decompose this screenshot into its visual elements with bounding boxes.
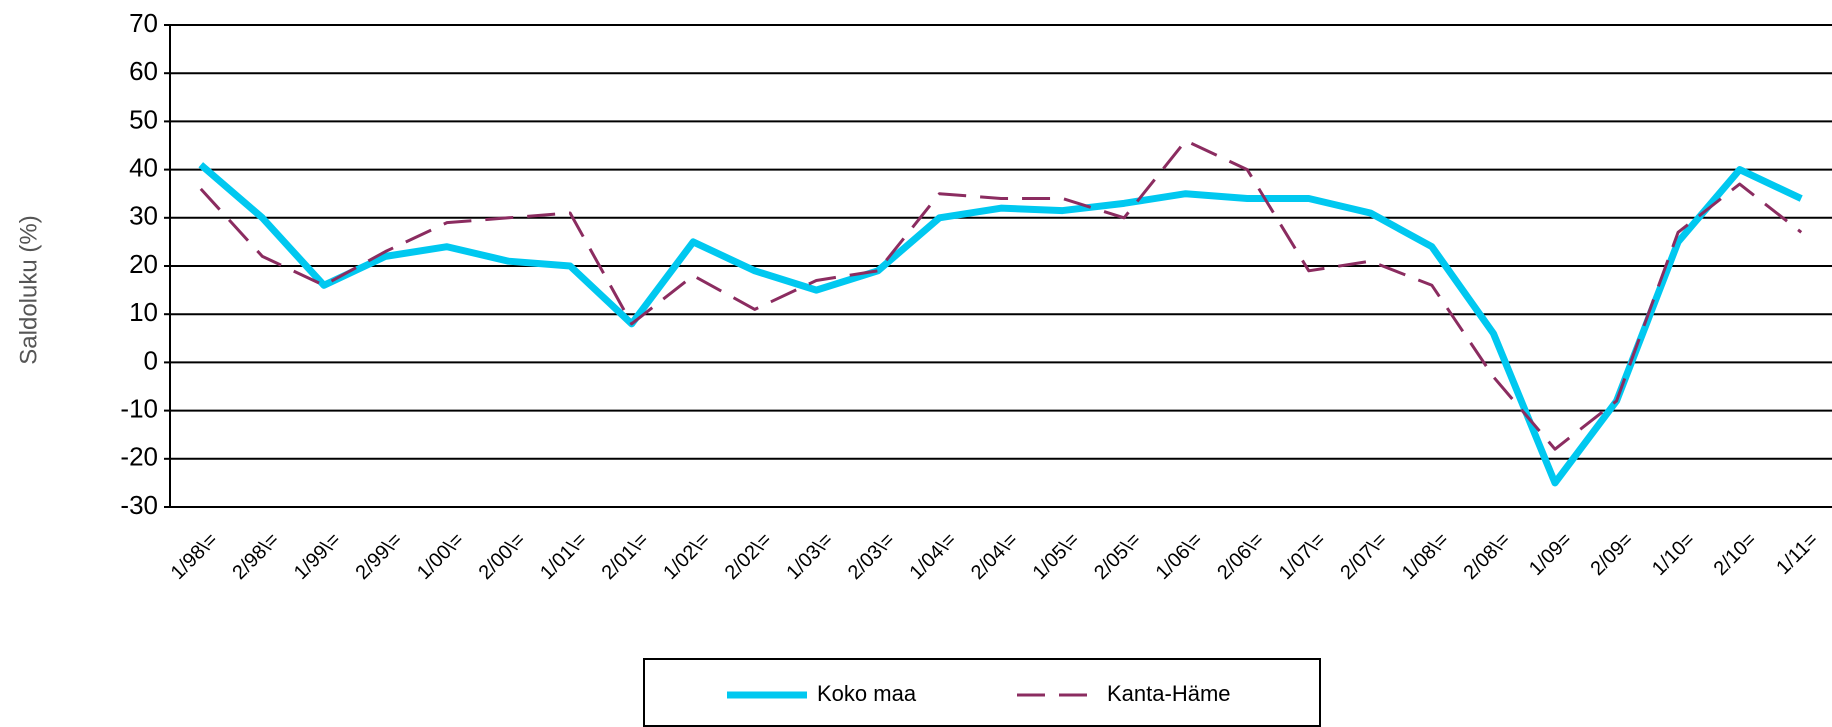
x-tick-label: 2/08\=	[1459, 529, 1514, 584]
y-tick-label: 20	[129, 249, 158, 279]
x-tick-label: 1/01\=	[536, 529, 591, 584]
x-tick-label: 1/98\=	[167, 529, 222, 584]
series-line	[199, 139, 1803, 451]
x-tick-label: 1/06\=	[1152, 529, 1207, 584]
x-tick-label: 2/05\=	[1090, 529, 1145, 584]
x-tick-label: 1/02\=	[659, 529, 714, 584]
x-tick-label: 2/99\=	[351, 529, 406, 584]
legend-label: Koko maa	[817, 681, 917, 706]
x-tick-label: 1/99\=	[290, 529, 345, 584]
y-tick-label: 50	[129, 104, 158, 134]
y-tick-label: 70	[129, 8, 158, 38]
x-tick-label: 2/04\=	[967, 529, 1022, 584]
y-axis-label: Saldoluku (%)	[15, 215, 42, 364]
x-tick-label: 1/07\=	[1275, 529, 1330, 584]
y-tick-label: -30	[120, 490, 158, 520]
x-tick-label: 2/06\=	[1213, 529, 1268, 584]
x-tick-label: 1/00\=	[413, 529, 468, 584]
x-tick-label: 2/03\=	[844, 529, 899, 584]
x-tick-label: 1/09=	[1525, 529, 1576, 580]
y-tick-label: 30	[129, 201, 158, 231]
x-tick-label: 1/04\=	[905, 529, 960, 584]
x-tick-label: 1/03\=	[782, 529, 837, 584]
x-tick-label: 1/10=	[1648, 529, 1699, 580]
x-tick-label: 1/11=	[1772, 529, 1822, 579]
series-line	[198, 162, 1803, 487]
legend-label: Kanta-Häme	[1107, 681, 1231, 706]
y-tick-label: 40	[129, 152, 158, 182]
x-tick-label: 2/98\=	[228, 529, 283, 584]
x-tick-label: 1/05\=	[1029, 529, 1084, 584]
x-tick-label: 2/00\=	[475, 529, 530, 584]
x-tick-label: 2/01\=	[598, 529, 653, 584]
x-tick-label: 2/07\=	[1336, 529, 1391, 584]
x-tick-label: 2/02\=	[721, 529, 776, 584]
x-tick-label: 2/09=	[1586, 529, 1637, 580]
y-tick-label: -10	[120, 393, 158, 423]
x-tick-label: 2/10=	[1710, 529, 1761, 580]
y-tick-label: 60	[129, 56, 158, 86]
y-tick-label: 10	[129, 297, 158, 327]
x-tick-label: 1/08\=	[1398, 529, 1453, 584]
y-tick-label: -20	[120, 442, 158, 472]
y-tick-label: 0	[144, 345, 158, 375]
